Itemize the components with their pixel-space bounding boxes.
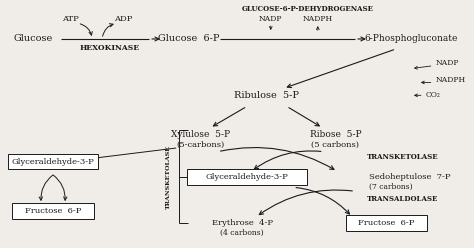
Text: Erythrose  4-P: Erythrose 4-P [212, 219, 273, 227]
Text: Glyceraldehyde-3-P: Glyceraldehyde-3-P [12, 157, 94, 166]
Text: Fructose  6-P: Fructose 6-P [358, 219, 415, 227]
Text: TRANSKETOLASE: TRANSKETOLASE [166, 145, 171, 209]
Text: TRANSALDOLASE: TRANSALDOLASE [367, 195, 438, 203]
Text: ATP: ATP [62, 15, 79, 23]
Text: (5-carbons): (5-carbons) [176, 141, 224, 149]
FancyBboxPatch shape [12, 203, 94, 219]
Text: (5 carbons): (5 carbons) [311, 141, 359, 149]
Text: Ribose  5-P: Ribose 5-P [310, 130, 361, 139]
FancyBboxPatch shape [346, 215, 427, 231]
Text: Ribulose  5-P: Ribulose 5-P [234, 91, 299, 100]
Text: NADPH: NADPH [436, 76, 465, 85]
Text: 6-Phosphogluconate: 6-Phosphogluconate [365, 34, 458, 43]
Text: Fructose  6-P: Fructose 6-P [25, 207, 81, 215]
Text: Glucose  6-P: Glucose 6-P [158, 34, 219, 43]
Text: Glucose: Glucose [14, 34, 53, 43]
Text: CO₂: CO₂ [426, 91, 440, 99]
Text: Glyceraldehyde-3-P: Glyceraldehyde-3-P [206, 173, 289, 181]
Text: TRANSKETOLASE: TRANSKETOLASE [367, 153, 438, 161]
Text: HEXOKINASE: HEXOKINASE [80, 44, 140, 52]
Text: GLUCOSE-6-P-DEHYDROGENASE: GLUCOSE-6-P-DEHYDROGENASE [242, 5, 374, 13]
Text: NADP: NADP [259, 15, 283, 23]
Text: (7 carbons): (7 carbons) [369, 183, 412, 191]
Text: Xylulose  5-P: Xylulose 5-P [171, 130, 230, 139]
Text: NADPH: NADPH [303, 15, 333, 23]
Text: NADP: NADP [436, 59, 459, 67]
Text: (4 carbons): (4 carbons) [220, 229, 264, 237]
Text: Sedoheptulose  7-P: Sedoheptulose 7-P [369, 173, 450, 181]
FancyBboxPatch shape [187, 169, 307, 185]
Text: ADP: ADP [114, 15, 133, 23]
FancyBboxPatch shape [8, 154, 98, 169]
